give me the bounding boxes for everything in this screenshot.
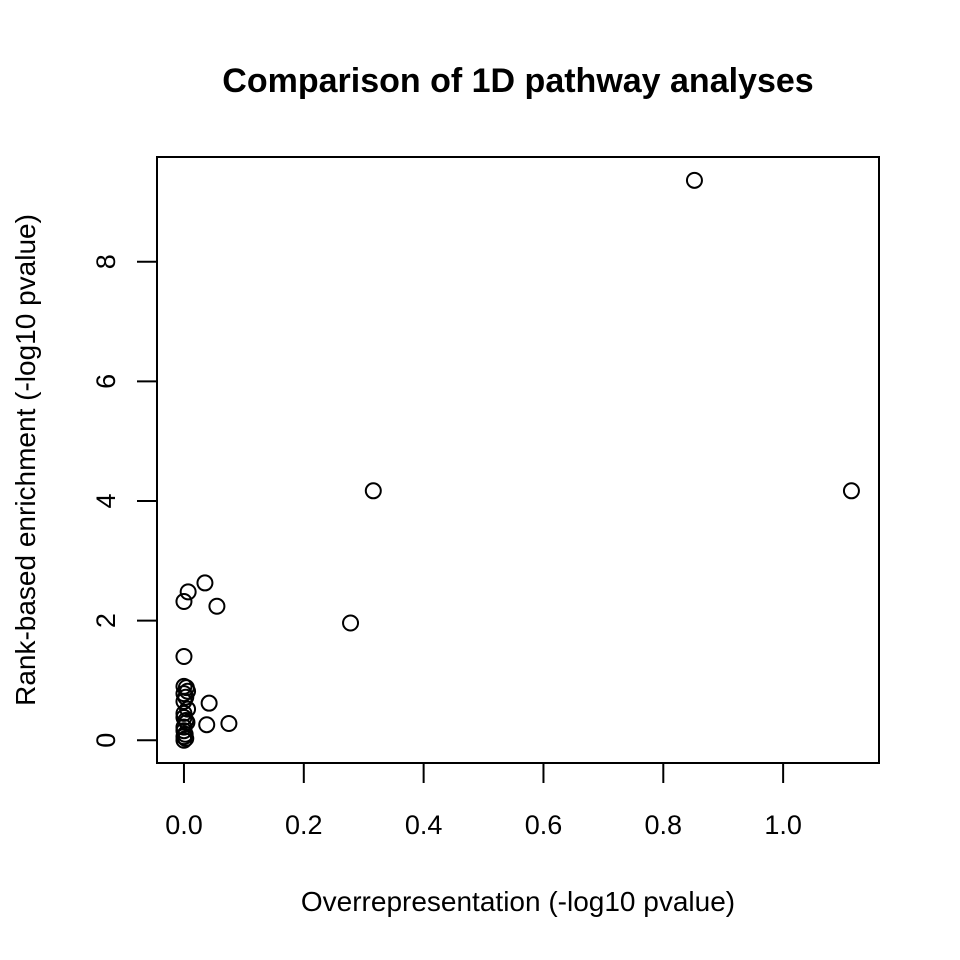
x-axis-label: Overrepresentation (-log10 pvalue) <box>301 886 735 917</box>
data-point <box>198 716 216 734</box>
data-point <box>842 482 860 500</box>
y-tick-label: 2 <box>91 613 121 628</box>
data-point <box>220 715 238 733</box>
y-tick-label: 4 <box>91 493 121 508</box>
x-tick-label: 0.6 <box>525 810 563 840</box>
data-point <box>175 731 193 749</box>
y-axis: 0 2 4 6 8 <box>91 254 158 748</box>
data-point <box>175 648 193 666</box>
data-point <box>342 614 360 632</box>
x-tick-label: 1.0 <box>764 810 802 840</box>
data-points <box>175 171 860 749</box>
data-point <box>196 574 214 592</box>
data-point <box>200 694 218 712</box>
y-tick-label: 0 <box>91 733 121 748</box>
y-tick-label: 8 <box>91 254 121 269</box>
data-point <box>175 592 193 610</box>
x-axis: 0.0 0.2 0.4 0.6 0.8 1.0 <box>165 762 802 840</box>
data-point <box>175 692 193 710</box>
data-point <box>179 700 197 718</box>
data-point <box>364 482 382 500</box>
x-tick-label: 0.8 <box>645 810 683 840</box>
data-point <box>685 171 703 189</box>
x-tick-label: 0.0 <box>165 810 203 840</box>
chart-title: Comparison of 1D pathway analyses <box>222 62 813 100</box>
data-point <box>177 729 195 747</box>
data-point <box>179 583 197 601</box>
x-tick-label: 0.4 <box>405 810 443 840</box>
plot-frame <box>156 156 880 764</box>
x-tick-label: 0.2 <box>285 810 323 840</box>
y-tick-label: 6 <box>91 374 121 389</box>
y-axis-label: Rank-based enrichment (-log10 pvalue) <box>10 214 41 706</box>
data-point <box>208 597 226 615</box>
data-point <box>175 704 193 722</box>
